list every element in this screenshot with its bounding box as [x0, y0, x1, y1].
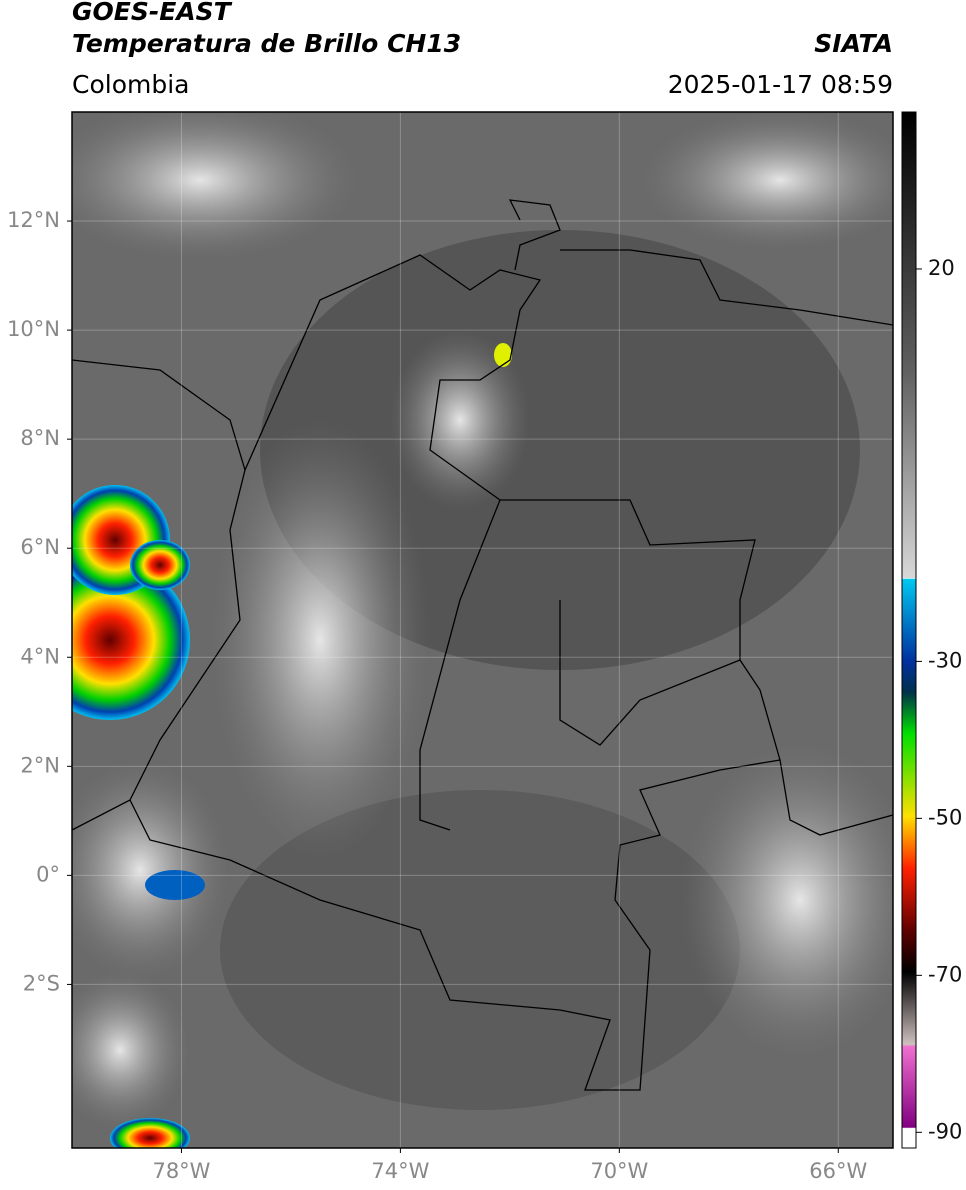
lon-label: 78°W [152, 1159, 210, 1183]
lat-label: 4°N [20, 644, 60, 668]
lon-label: 66°W [809, 1159, 867, 1183]
lat-label: 2°S [23, 971, 60, 995]
lat-label: 2°N [20, 753, 60, 777]
source: SIATA [814, 29, 893, 58]
colorbar-label: -30 [928, 648, 962, 672]
colorbar-label: -50 [928, 805, 962, 829]
colorbar [901, 111, 917, 1149]
lat-label: 8°N [20, 426, 60, 450]
lat-label: 10°N [7, 317, 60, 341]
lon-label: 74°W [371, 1159, 429, 1183]
colorbar-label: -70 [928, 962, 962, 986]
map-frame [71, 111, 894, 1149]
title: GOES-EAST [72, 0, 233, 26]
region: Colombia [72, 70, 189, 99]
satellite-image [72, 112, 893, 1148]
subtitle: Temperatura de Brillo CH13 [72, 29, 461, 58]
datetime: 2025-01-17 08:59 [668, 70, 893, 99]
lat-label: 12°N [7, 208, 60, 232]
lat-label: 0° [36, 862, 60, 886]
colorbar-label: 20 [928, 256, 955, 280]
colorbar-label: -90 [928, 1119, 962, 1143]
lat-label: 6°N [20, 535, 60, 559]
lon-label: 70°W [590, 1159, 648, 1183]
